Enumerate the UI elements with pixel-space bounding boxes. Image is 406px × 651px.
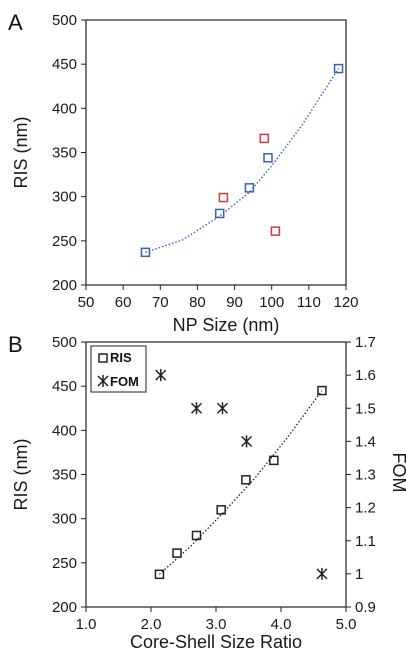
fom-data-point: [190, 402, 203, 415]
y2-tick-label: 1.2: [355, 500, 376, 517]
x-axis-label: NP Size (nm): [173, 315, 280, 335]
ris-data-point: [172, 548, 182, 558]
data-point-red: [218, 192, 229, 203]
y-tick-label: 500: [52, 12, 77, 29]
legend-fom-marker: [97, 375, 109, 387]
y-tick-label: 350: [52, 145, 77, 162]
panel-a-letter: A: [8, 10, 23, 35]
ris-data-point: [191, 530, 202, 541]
x-tick-label: 1.0: [76, 616, 97, 633]
legend-fom-label: FOM: [110, 374, 139, 389]
x-tick-label: 60: [115, 294, 132, 311]
y-tick-label: 450: [52, 56, 77, 73]
y2-tick-label: 1.3: [355, 467, 376, 484]
ris-data-point: [241, 475, 251, 485]
x-tick-label: 50: [78, 294, 95, 311]
x-tick-label: 120: [333, 294, 358, 311]
y-tick-label: 350: [52, 467, 77, 484]
data-point-blue: [333, 63, 344, 74]
x-tick-label: 80: [189, 294, 206, 311]
x-axis-label: Core-Shell Size Ratio: [130, 632, 302, 651]
y-tick-label: 200: [52, 277, 77, 294]
x-tick-label: 100: [259, 294, 284, 311]
data-point-blue: [263, 153, 273, 163]
data-point-blue: [214, 208, 225, 219]
x-tick-label: 2.0: [141, 616, 162, 633]
fom-data-point: [216, 402, 229, 415]
fom-data-point: [155, 369, 167, 382]
y-tick-label: 250: [52, 233, 77, 250]
y-tick-label: 250: [52, 555, 77, 572]
y-tick-label: 400: [52, 100, 77, 117]
panel-a: A 50 60 70 80 90 100 110 120 200 250 300 350 400 450 50…: [8, 10, 359, 335]
ris-data-point: [269, 455, 279, 466]
y-tick-label: 300: [52, 511, 77, 528]
x-tick-label: 110: [297, 294, 321, 311]
y2-axis-label: FOM: [389, 453, 406, 493]
fom-data-point: [241, 435, 253, 448]
y2-tick-label: 1.4: [355, 433, 376, 450]
x-tick-label: 70: [152, 294, 169, 311]
y2-tick-label: 1.6: [355, 367, 376, 384]
ris-data-point: [317, 385, 327, 396]
trendline: [158, 390, 323, 575]
data-point-red: [270, 226, 281, 236]
trendline: [145, 68, 340, 253]
data-point-blue: [244, 183, 255, 193]
panel-b-letter: B: [8, 332, 23, 357]
x-tick-label: 5.0: [336, 616, 357, 633]
panel-b: B 1.0 2.0 3.0 4.0 5.0 200 250 300 350 400 450 500 0.9…: [8, 332, 406, 651]
legend-ris-label: RIS: [110, 350, 132, 365]
y-tick-label: 300: [52, 189, 77, 206]
y2-tick-label: 1.7: [355, 334, 376, 351]
data-point-red: [259, 133, 270, 144]
y-tick-label: 500: [52, 334, 77, 351]
x-tick-label: 4.0: [271, 616, 292, 633]
fom-data-point: [316, 567, 328, 580]
y-axis-label: RIS (nm): [11, 117, 31, 189]
y2-tick-label: 0.9: [355, 599, 376, 616]
ris-data-point: [154, 569, 165, 580]
legend: RIS FOM: [90, 345, 147, 393]
y-axis-label: RIS (nm): [11, 439, 31, 511]
y2-tick-label: 1.1: [355, 533, 376, 550]
plot-frame: [85, 19, 347, 286]
y-tick-label: 200: [52, 599, 77, 616]
y2-tick-label: 1.5: [355, 400, 376, 417]
ris-data-point: [216, 505, 226, 515]
data-point-blue: [140, 247, 151, 258]
y2-tick-label: 1: [355, 566, 363, 583]
y-tick-label: 450: [52, 378, 77, 395]
legend-ris-marker: [98, 353, 108, 363]
x-tick-label: 3.0: [206, 616, 227, 633]
y-tick-label: 400: [52, 422, 77, 439]
x-tick-label: 90: [226, 294, 243, 311]
